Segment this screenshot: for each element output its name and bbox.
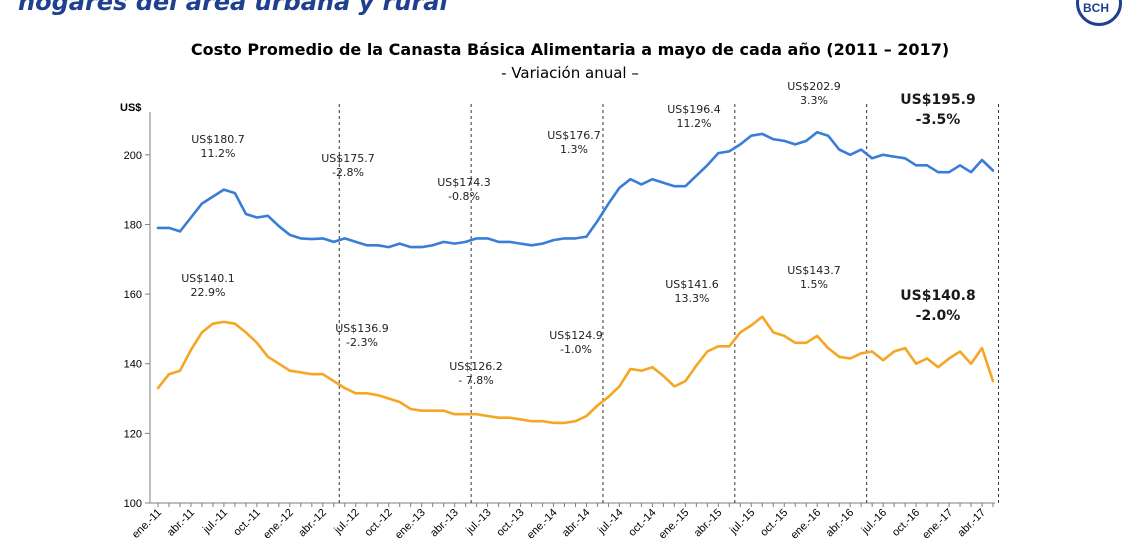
y-tick-label: 180	[124, 219, 142, 231]
y-tick-label: 120	[124, 428, 142, 440]
x-tick-label: jul.-16	[859, 507, 889, 537]
data-annotation-label: 22.9%	[191, 286, 226, 299]
x-tick-label: ene.-11	[130, 507, 164, 540]
data-annotation-label: -0.8%	[448, 190, 480, 203]
chart-subtitle: - Variación anual –	[501, 64, 639, 82]
data-annotation-label: US$136.9	[335, 322, 389, 335]
x-tick-label: ene.-17	[920, 507, 955, 540]
x-tick-label: oct.-15	[758, 507, 790, 539]
data-annotation-label: US$195.9	[900, 92, 975, 108]
x-tick-label: jul.-12	[332, 507, 362, 537]
x-tick-label: abr.-17	[955, 507, 988, 540]
x-tick-label: jul.-13	[463, 507, 493, 537]
x-tick-label: abr.-13	[428, 507, 461, 540]
data-annotation-label: 3.3%	[800, 94, 828, 107]
x-tick-label: jul.-15	[727, 507, 757, 537]
data-annotation-label: -1.0%	[560, 343, 592, 356]
data-annotation-label: US$180.7	[191, 133, 245, 146]
data-annotation-label: US$126.2	[449, 360, 503, 373]
x-tick-label: oct.-14	[626, 507, 658, 539]
y-tick-label: 140	[124, 359, 142, 371]
data-annotation-label: US$141.6	[665, 278, 719, 291]
data-annotation-label: US$174.3	[437, 176, 491, 189]
data-annotation-label: US$124.9	[549, 329, 603, 342]
x-tick-label: abr.-11	[165, 507, 197, 539]
data-annotation-label: -3.5%	[916, 112, 961, 128]
y-tick-label: 100	[124, 498, 142, 510]
x-tick-label: ene.-13	[393, 507, 428, 540]
data-annotation-label: 1.3%	[560, 143, 588, 156]
data-annotation-label: US$176.7	[547, 129, 601, 142]
data-annotation-label: 13.3%	[675, 292, 710, 305]
data-annotation-label: US$202.9	[787, 80, 841, 93]
series-line-2	[156, 315, 995, 425]
data-annotation-label: 11.2%	[201, 147, 236, 160]
logo-mark: BCH	[1083, 1, 1109, 15]
y-tick-label: 160	[124, 289, 142, 301]
data-annotation-label: US$175.7	[321, 152, 375, 165]
x-tick-label: ene.-12	[261, 507, 296, 540]
data-annotation-label: 1.5%	[800, 278, 828, 291]
data-annotation-label: US$140.8	[900, 288, 975, 304]
data-annotation-label: US$140.1	[181, 272, 235, 285]
x-tick-label: abr.-16	[824, 507, 857, 540]
x-tick-label: oct.-12	[363, 507, 395, 539]
x-tick-label: ene.-16	[788, 507, 823, 540]
data-annotation-label: 11.2%	[677, 117, 712, 130]
page-header-title: hogares del área urbana y rural	[18, 0, 448, 16]
x-tick-label: abr.-15	[692, 507, 725, 540]
x-tick-label: jul.-11	[200, 507, 230, 537]
x-tick-label: oct.-16	[890, 507, 922, 539]
x-tick-label: oct.-11	[231, 507, 263, 539]
y-tick-label: 200	[124, 150, 142, 162]
x-tick-label: ene.-15	[657, 507, 692, 540]
data-annotation-label: - 7.8%	[458, 374, 493, 387]
y-axis-label: US$	[120, 102, 141, 114]
data-annotation-label: -2.8%	[332, 166, 364, 179]
x-tick-label: abr.-14	[560, 507, 593, 540]
data-annotation-label: -2.0%	[916, 308, 961, 324]
x-tick-label: abr.-12	[296, 507, 329, 540]
data-annotation-label: US$196.4	[667, 103, 721, 116]
x-tick-label: jul.-14	[595, 507, 625, 537]
data-annotation-label: -2.3%	[346, 336, 378, 349]
data-annotation-label: US$143.7	[787, 264, 841, 277]
x-tick-label: ene.-14	[525, 507, 560, 540]
series-line-1	[156, 130, 995, 249]
chart-title: Costo Promedio de la Canasta Básica Alim…	[190, 40, 950, 59]
x-tick-label: oct.-13	[494, 507, 526, 539]
